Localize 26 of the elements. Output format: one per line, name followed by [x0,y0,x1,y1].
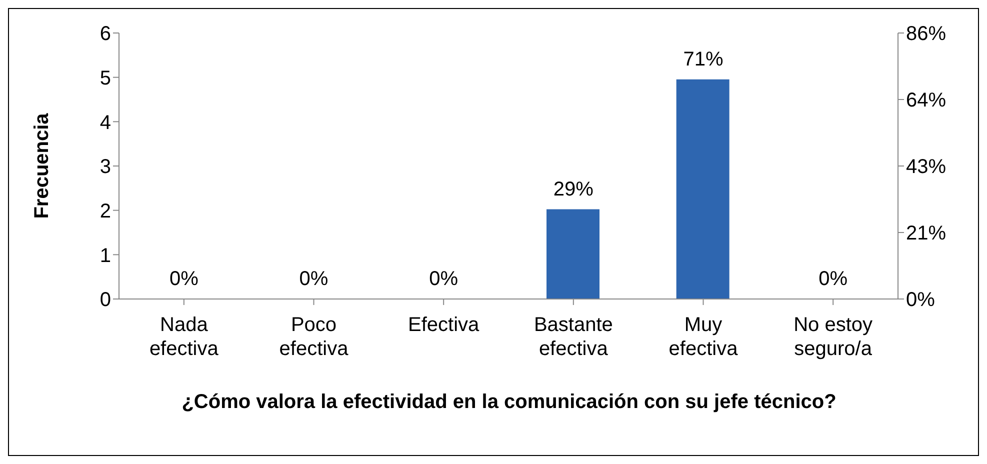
y2-tick-label: 21% [906,222,946,245]
y2-tick-label: 43% [906,156,946,178]
data-label: 29% [553,178,594,200]
y-tick-label: 0 [100,289,111,312]
y-tick-label: 5 [100,67,111,90]
data-label: 0% [429,268,458,290]
x-axis-title: ¿Cómo valora la efectividad en la comunicación con su jefe técnico? [180,390,838,415]
y2-tick-label: 0% [906,289,936,312]
y-tick-label: 2 [100,200,111,222]
x-tick-label: Nada efectiva [149,314,220,360]
data-label: 71% [683,48,724,70]
y2-tick-label: 86% [906,23,946,46]
x-tick-label: Poco efectiva [279,314,350,360]
x-tick-label: Bastante efectiva [534,314,613,360]
x-tick-label: No estoy seguro/a [794,314,873,360]
y2-tick-label: 64% [906,90,946,112]
y-axis-title: Frecuencia [31,112,54,219]
y-tick-label: 1 [100,244,111,267]
x-tick-label: Muy efectiva [668,314,739,360]
y-tick-label: 3 [100,156,111,178]
x-tick-label: Efectiva [408,314,480,336]
y-tick-label: 4 [100,112,111,134]
y-tick-label: 6 [100,23,111,46]
data-label: 0% [299,268,328,290]
data-label: 0% [818,268,848,290]
data-label: 0% [169,268,199,290]
